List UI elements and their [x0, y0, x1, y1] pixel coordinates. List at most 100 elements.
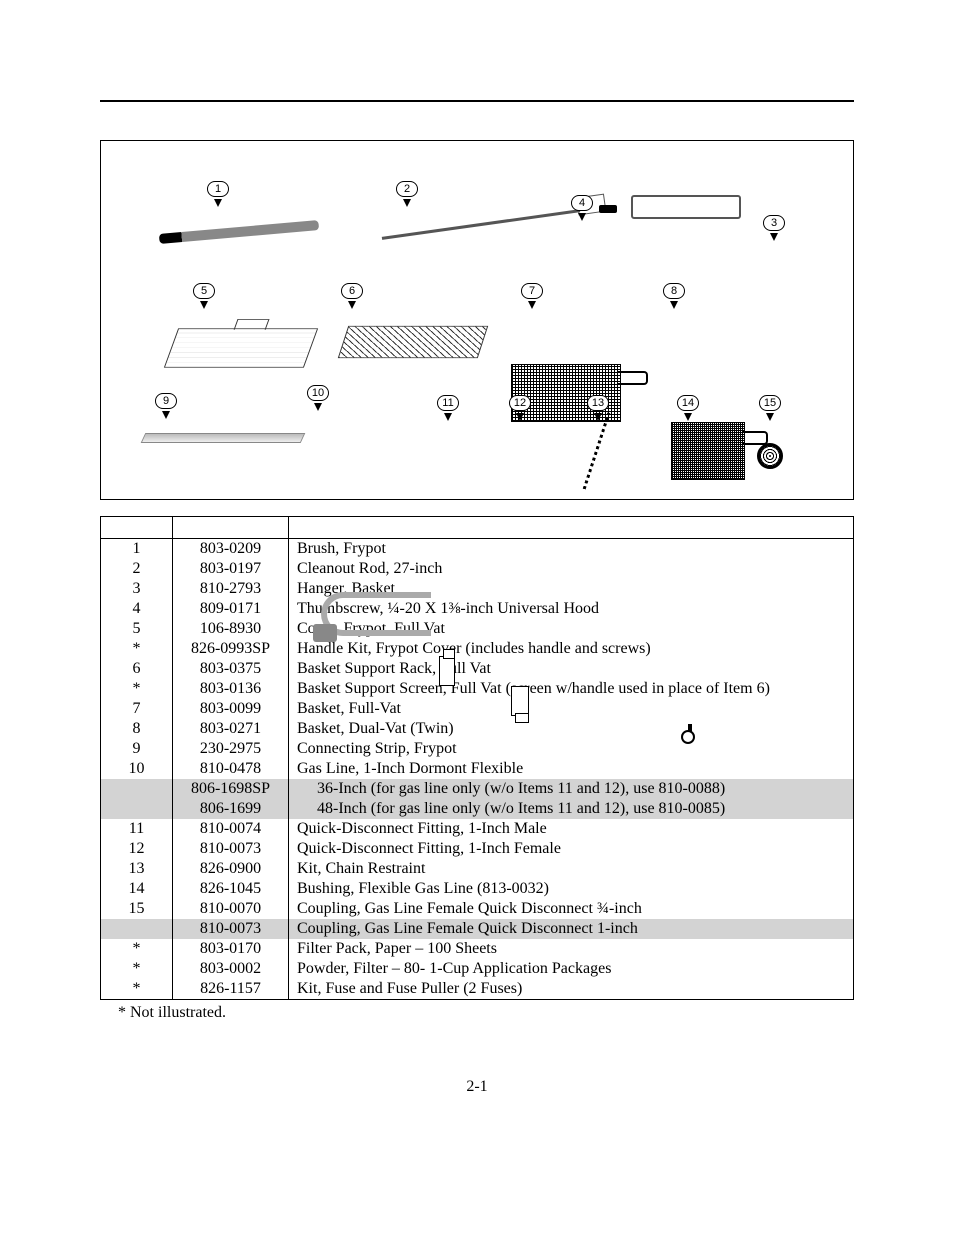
cell-part: 803-0002 [173, 959, 289, 979]
callout-arrow [670, 301, 678, 309]
table-row: *826-0993SPHandle Kit, Frypot Cover (inc… [101, 639, 854, 659]
table-row: 810-0073Coupling, Gas Line Female Quick … [101, 919, 854, 939]
cell-part: 810-0070 [173, 899, 289, 919]
cell-part: 803-0136 [173, 679, 289, 699]
diagram-callout: 15 [759, 395, 781, 421]
table-row: 5106-8930Cover, Frypot, Full Vat [101, 619, 854, 639]
diagram-callout: 3 [763, 215, 785, 241]
cell-desc: Powder, Filter – 80- 1-Cup Application P… [289, 959, 854, 979]
cell-part: 810-0073 [173, 839, 289, 859]
cell-item: 2 [101, 559, 173, 579]
cell-item: 8 [101, 719, 173, 739]
cell-part: 809-0171 [173, 599, 289, 619]
table-row: 14826-1045Bushing, Flexible Gas Line (81… [101, 879, 854, 899]
diagram-callout: 7 [521, 283, 543, 309]
callout-bubble: 8 [663, 283, 685, 299]
cell-item: 6 [101, 659, 173, 679]
table-row: 7803-0099Basket, Full-Vat [101, 699, 854, 719]
diagram-callout: 1 [207, 181, 229, 207]
cell-part: 810-0478 [173, 759, 289, 779]
cell-part: 803-0375 [173, 659, 289, 679]
cell-item [101, 799, 173, 819]
cell-part: 803-0170 [173, 939, 289, 959]
cell-part: 826-0993SP [173, 639, 289, 659]
cell-desc: Coupling, Gas Line Female Quick Disconne… [289, 919, 854, 939]
cell-item: 1 [101, 539, 173, 560]
diagram-brush [159, 220, 319, 244]
cell-desc: Quick-Disconnect Fitting, 1-Inch Female [289, 839, 854, 859]
cell-item: 3 [101, 579, 173, 599]
parts-diagram: 123456789101112131415 [100, 140, 854, 500]
callout-bubble: 14 [677, 395, 699, 411]
callout-bubble: 1 [207, 181, 229, 197]
table-row: 13826-0900Kit, Chain Restraint [101, 859, 854, 879]
cell-part: 803-0271 [173, 719, 289, 739]
callout-arrow [162, 411, 170, 419]
cell-item: * [101, 939, 173, 959]
cell-item: 11 [101, 819, 173, 839]
cell-part: 810-2793 [173, 579, 289, 599]
table-row: 9230-2975Connecting Strip, Frypot [101, 739, 854, 759]
callout-arrow [578, 213, 586, 221]
cell-desc: Basket, Full-Vat [289, 699, 854, 719]
cell-desc: Bushing, Flexible Gas Line (813-0032) [289, 879, 854, 899]
cell-part: 810-0074 [173, 819, 289, 839]
cell-item: * [101, 959, 173, 979]
cell-desc: Basket, Dual-Vat (Twin) [289, 719, 854, 739]
table-header-row [101, 517, 854, 539]
diagram-callout: 6 [341, 283, 363, 309]
parts-table: 1803-0209Brush, Frypot2803-0197Cleanout … [100, 516, 854, 1000]
cell-part: 826-0900 [173, 859, 289, 879]
cell-item: 13 [101, 859, 173, 879]
cell-item: 5 [101, 619, 173, 639]
cell-item: * [101, 639, 173, 659]
cell-desc: Coupling, Gas Line Female Quick Disconne… [289, 899, 854, 919]
diagram-rack [338, 326, 488, 358]
cell-desc: Handle Kit, Frypot Cover (includes handl… [289, 639, 854, 659]
table-row: 8803-0271Basket, Dual-Vat (Twin) [101, 719, 854, 739]
callout-arrow [348, 301, 356, 309]
table-row: *803-0136Basket Support Screen, Full Vat… [101, 679, 854, 699]
col-item-header [101, 517, 173, 539]
diagram-callout: 13 [587, 395, 609, 421]
cell-part: 803-0209 [173, 539, 289, 560]
callout-bubble: 5 [193, 283, 215, 299]
cell-item [101, 919, 173, 939]
cell-part: 810-0073 [173, 919, 289, 939]
table-row: 806-169948-Inch (for gas line only (w/o … [101, 799, 854, 819]
cell-part: 826-1045 [173, 879, 289, 899]
diagram-callout: 4 [571, 195, 593, 221]
table-row: 11810-0074Quick-Disconnect Fitting, 1-In… [101, 819, 854, 839]
diagram-callout: 8 [663, 283, 685, 309]
callout-arrow [444, 413, 452, 421]
table-row: 6803-0375Basket Support Rack, Full Vat [101, 659, 854, 679]
table-row: 806-1698SP36-Inch (for gas line only (w/… [101, 779, 854, 799]
diagram-thumbscrew [599, 205, 617, 213]
callout-arrow [314, 403, 322, 411]
cell-part: 806-1699 [173, 799, 289, 819]
callout-bubble: 3 [763, 215, 785, 231]
cell-item: 12 [101, 839, 173, 859]
cell-item: 9 [101, 739, 173, 759]
col-part-header [173, 517, 289, 539]
diagram-chain [583, 412, 611, 489]
diagram-callout: 2 [396, 181, 418, 207]
cell-desc: Filter Pack, Paper – 100 Sheets [289, 939, 854, 959]
diagram-rod [382, 209, 580, 240]
cell-part: 806-1698SP [173, 779, 289, 799]
cell-desc: Cleanout Rod, 27-inch [289, 559, 854, 579]
callout-arrow [594, 413, 602, 421]
diagram-callout: 5 [193, 283, 215, 309]
cell-item: 4 [101, 599, 173, 619]
diagram-coupling [757, 443, 783, 469]
cell-item: * [101, 679, 173, 699]
cell-desc: Brush, Frypot [289, 539, 854, 560]
callout-arrow [403, 199, 411, 207]
table-row: 12810-0073Quick-Disconnect Fitting, 1-In… [101, 839, 854, 859]
cell-desc: Kit, Fuse and Fuse Puller (2 Fuses) [289, 979, 854, 1000]
callout-arrow [200, 301, 208, 309]
callout-bubble: 2 [396, 181, 418, 197]
header-rule [100, 100, 854, 102]
cell-part: 230-2975 [173, 739, 289, 759]
cell-part: 803-0099 [173, 699, 289, 719]
